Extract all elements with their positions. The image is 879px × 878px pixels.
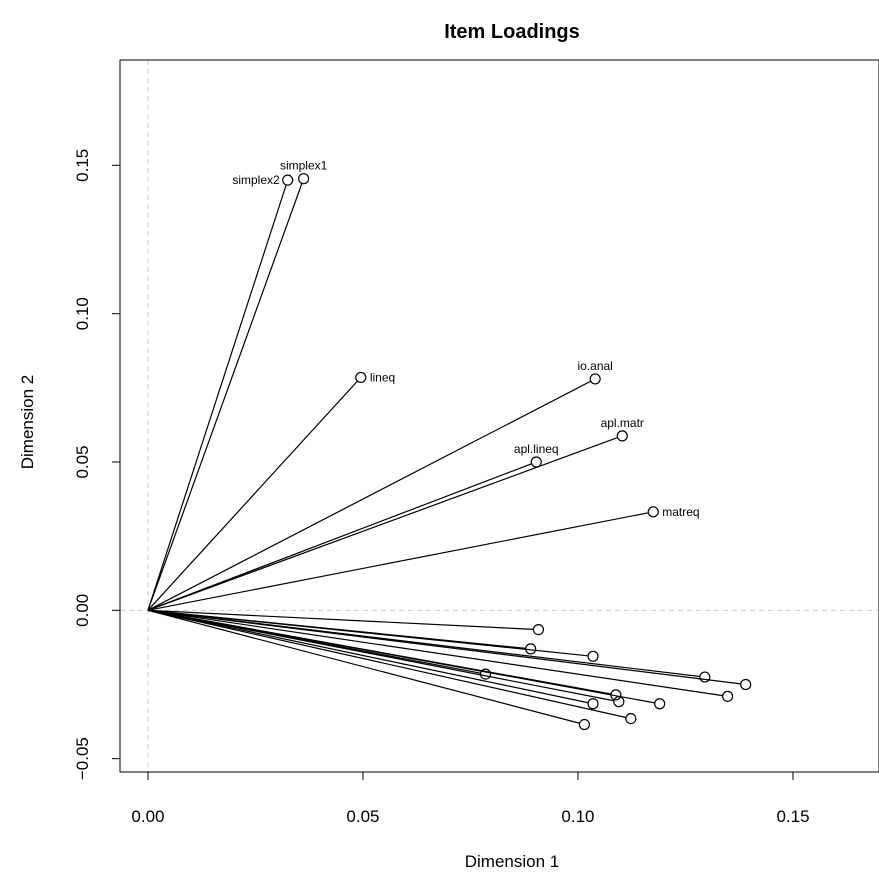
loading-segments <box>147 183 741 724</box>
loading-point <box>532 623 545 636</box>
x-axis: 0.00 0.05 0.10 0.15 <box>131 771 810 826</box>
loading-point <box>525 643 537 655</box>
loading-point <box>654 698 666 710</box>
loading-segment <box>147 463 532 611</box>
loading-point <box>699 671 711 683</box>
plot-frame <box>119 59 879 773</box>
loading-segment <box>147 609 723 697</box>
loading-point <box>625 712 637 725</box>
loading-segment <box>147 609 627 719</box>
loading-segment <box>147 183 303 611</box>
loading-point <box>740 678 752 691</box>
loading-point <box>587 698 599 710</box>
loading-point <box>298 173 310 185</box>
loading-segment <box>147 609 655 704</box>
point-label: apl.lineq <box>514 442 559 456</box>
x-tick-label: 0.05 <box>346 807 379 826</box>
x-tick-label: 0.15 <box>776 807 809 826</box>
reference-lines <box>120 60 879 772</box>
loading-segment <box>147 609 589 704</box>
point-label: matreq <box>662 505 699 519</box>
y-tick-label: 0.00 <box>73 594 92 627</box>
loading-segment <box>147 437 618 611</box>
loading-point <box>282 174 294 186</box>
x-axis-label: Dimension 1 <box>465 852 560 871</box>
loading-segment <box>147 609 741 685</box>
loading-point <box>616 430 628 442</box>
loading-point <box>587 650 599 662</box>
loading-point <box>530 456 542 468</box>
loading-points <box>282 173 752 731</box>
point-label: apl.matr <box>601 416 644 430</box>
point-label: simplex2 <box>232 173 280 187</box>
y-tick-label: 0.15 <box>73 149 92 182</box>
x-tick-label: 0.10 <box>561 807 594 826</box>
loading-point <box>610 689 622 701</box>
loading-point <box>647 506 659 518</box>
loading-point <box>355 371 367 384</box>
loading-segment <box>147 609 589 657</box>
loading-segment <box>147 609 580 724</box>
y-tick-label: 0.10 <box>73 297 92 330</box>
loading-point <box>722 690 734 702</box>
point-label: lineq <box>370 370 395 384</box>
loading-segment <box>147 609 534 630</box>
point-label: simplex1 <box>280 159 328 173</box>
x-tick-label: 0.00 <box>131 807 164 826</box>
loading-segment <box>147 380 592 611</box>
y-tick-label: 0.05 <box>73 445 92 478</box>
y-axis-label: Dimension 2 <box>18 375 37 470</box>
loading-point <box>578 718 591 731</box>
loading-segment <box>147 512 649 611</box>
loading-point <box>589 373 601 385</box>
loading-point <box>613 696 625 708</box>
loading-segment <box>147 380 358 611</box>
loading-segment <box>147 184 287 611</box>
loading-point <box>479 668 492 680</box>
y-tick-label: −0.05 <box>73 737 92 780</box>
y-axis: −0.05 0.00 0.05 0.10 0.15 <box>73 149 121 780</box>
loading-segment <box>147 609 615 702</box>
chart-title: Item Loadings <box>444 21 580 43</box>
point-label: io.anal <box>577 359 612 373</box>
